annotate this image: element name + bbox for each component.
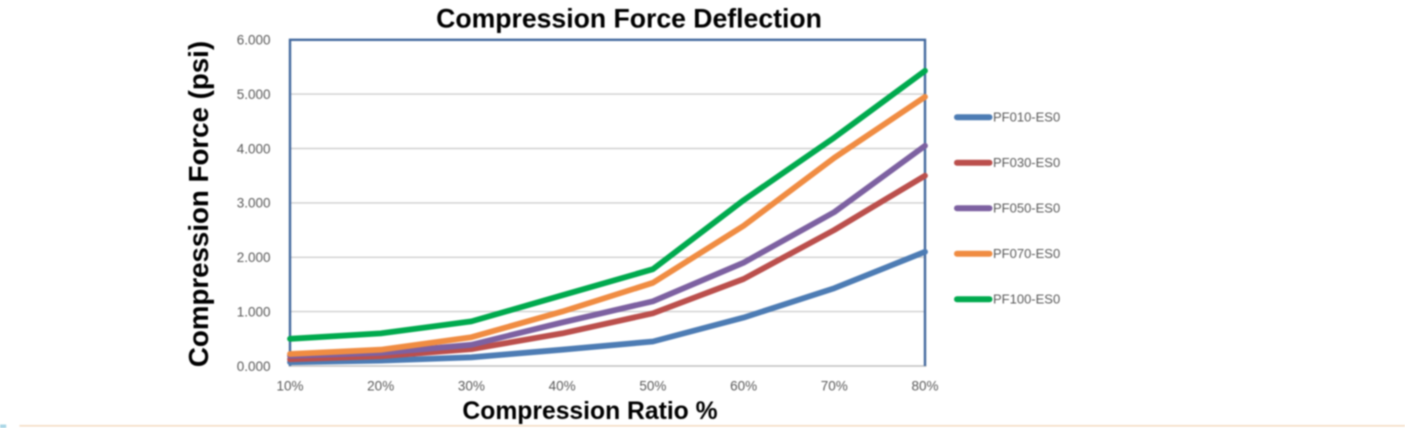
svg-text:Compression Force (psi): Compression Force (psi) <box>183 41 214 367</box>
svg-text:10%: 10% <box>276 379 303 394</box>
svg-text:Compression Force Deflection: Compression Force Deflection <box>436 4 822 34</box>
svg-text:30%: 30% <box>458 379 485 394</box>
svg-text:Compression Ratio %: Compression Ratio % <box>462 398 717 425</box>
svg-text:60%: 60% <box>730 379 757 394</box>
svg-text:50%: 50% <box>639 379 666 394</box>
svg-text:PF050-ES0: PF050-ES0 <box>993 201 1060 216</box>
svg-text:20%: 20% <box>367 379 394 394</box>
svg-text:80%: 80% <box>911 379 938 394</box>
svg-text:0.000: 0.000 <box>237 359 271 374</box>
svg-text:PF100-ES0: PF100-ES0 <box>993 292 1060 307</box>
svg-text:1.000: 1.000 <box>237 304 271 319</box>
svg-text:PF030-ES0: PF030-ES0 <box>993 155 1060 170</box>
svg-text:5.000: 5.000 <box>237 87 271 102</box>
svg-text:6.000: 6.000 <box>237 33 271 48</box>
svg-text:2.000: 2.000 <box>237 250 271 265</box>
svg-text:40%: 40% <box>549 379 576 394</box>
svg-text:PF070-ES0: PF070-ES0 <box>993 246 1060 261</box>
svg-text:PF010-ES0: PF010-ES0 <box>993 110 1060 125</box>
svg-text:70%: 70% <box>821 379 848 394</box>
svg-text:3.000: 3.000 <box>237 196 271 211</box>
svg-text:4.000: 4.000 <box>237 141 271 156</box>
